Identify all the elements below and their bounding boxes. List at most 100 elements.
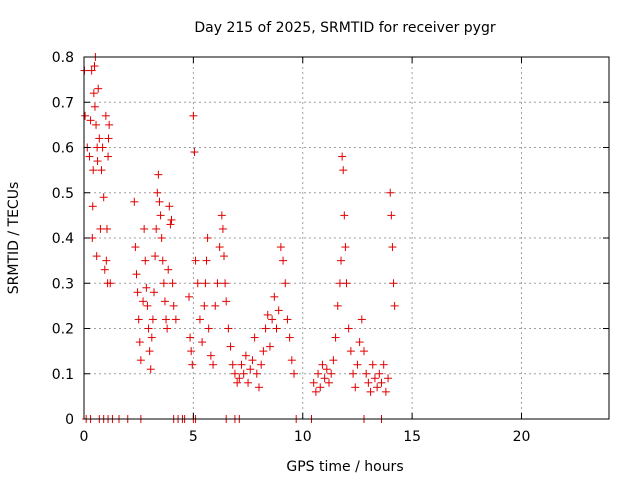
- data-point: [157, 234, 166, 242]
- data-point: [209, 360, 218, 369]
- data-point: [340, 211, 349, 220]
- y-tick-label: 0.4: [52, 231, 74, 247]
- data-point: [171, 315, 180, 324]
- y-tick-label: 0.1: [52, 367, 74, 383]
- data-point: [344, 324, 353, 333]
- data-point: [89, 166, 98, 175]
- data-point: [265, 342, 274, 351]
- data-point: [379, 360, 388, 369]
- data-point: [185, 292, 193, 301]
- data-point: [349, 369, 358, 378]
- data-point: [309, 378, 318, 387]
- chart-title: Day 215 of 2025, SRMTID for receiver pyg…: [194, 20, 495, 36]
- data-point: [101, 111, 110, 120]
- data-point: [222, 297, 231, 306]
- data-point: [224, 324, 233, 333]
- data-point: [221, 279, 230, 288]
- data-point: [235, 374, 244, 383]
- data-points: [80, 53, 399, 423]
- data-point: [368, 360, 377, 369]
- data-point: [329, 356, 338, 365]
- data-point: [162, 315, 171, 324]
- data-point: [187, 347, 196, 356]
- data-point: [104, 152, 113, 161]
- data-point: [158, 256, 167, 265]
- data-point: [290, 369, 298, 378]
- data-point: [370, 374, 379, 383]
- data-point: [339, 166, 348, 175]
- axis-ticks: 0 0.1 0.2 0.3 0.4 0.5 0.6 0.7 0.8 0 5 10 15 20: [52, 50, 609, 445]
- data-point: [102, 256, 111, 265]
- data-point: [230, 369, 239, 378]
- data-point: [140, 224, 149, 233]
- data-point: [384, 374, 393, 383]
- data-point: [259, 347, 268, 356]
- data-point: [154, 170, 163, 179]
- data-point: [388, 243, 397, 252]
- data-point: [318, 360, 327, 369]
- data-point: [327, 369, 336, 378]
- data-point: [165, 202, 174, 211]
- data-point: [148, 315, 157, 324]
- data-point: [136, 356, 145, 365]
- data-point: [90, 102, 99, 111]
- data-point: [261, 324, 270, 333]
- data-point: [147, 333, 156, 342]
- data-point: [95, 134, 104, 143]
- data-point: [337, 256, 346, 265]
- x-tick-label: 0: [80, 429, 89, 445]
- x-axis-label: GPS time / hours: [286, 459, 403, 475]
- data-point: [189, 111, 198, 120]
- data-point: [166, 220, 175, 229]
- data-point: [206, 351, 215, 360]
- data-point: [263, 310, 272, 319]
- x-tick-label: 15: [403, 429, 421, 445]
- data-point: [237, 360, 246, 369]
- data-point: [239, 369, 248, 378]
- x-tick-label: 5: [189, 429, 198, 445]
- data-point: [268, 315, 277, 324]
- data-point: [195, 315, 204, 324]
- y-tick-label: 0.6: [52, 141, 74, 157]
- data-point: [144, 324, 153, 333]
- y-tick-label: 0: [65, 412, 74, 428]
- data-point: [93, 157, 102, 166]
- data-point: [213, 279, 222, 288]
- data-point: [355, 338, 364, 347]
- data-point: [160, 297, 169, 306]
- data-point: [320, 374, 329, 383]
- data-point: [100, 265, 109, 274]
- data-point: [390, 301, 399, 310]
- y-tick-label: 0.5: [52, 186, 74, 202]
- data-point: [287, 356, 296, 365]
- data-point: [134, 315, 143, 324]
- data-point: [218, 224, 227, 233]
- data-point: [156, 211, 165, 220]
- data-point: [248, 356, 257, 365]
- data-point: [186, 333, 195, 342]
- data-point: [89, 89, 98, 98]
- data-point: [360, 347, 368, 356]
- data-point: [130, 197, 139, 206]
- data-point: [159, 279, 168, 288]
- data-point: [132, 270, 141, 279]
- data-point: [341, 243, 350, 252]
- data-point: [99, 193, 108, 202]
- y-tick-label: 0.7: [52, 95, 74, 111]
- data-point: [386, 188, 395, 197]
- data-point: [366, 387, 375, 396]
- data-point: [133, 288, 142, 297]
- y-tick-label: 0.3: [52, 276, 74, 292]
- data-point: [331, 333, 340, 342]
- data-point: [357, 315, 366, 324]
- data-point: [200, 301, 209, 310]
- data-point: [338, 152, 347, 161]
- data-point: [188, 360, 197, 369]
- data-point: [204, 324, 213, 333]
- data-point: [322, 365, 331, 374]
- data-point: [217, 211, 226, 220]
- data-point: [351, 383, 360, 392]
- data-point: [150, 288, 158, 297]
- data-point: [135, 338, 144, 347]
